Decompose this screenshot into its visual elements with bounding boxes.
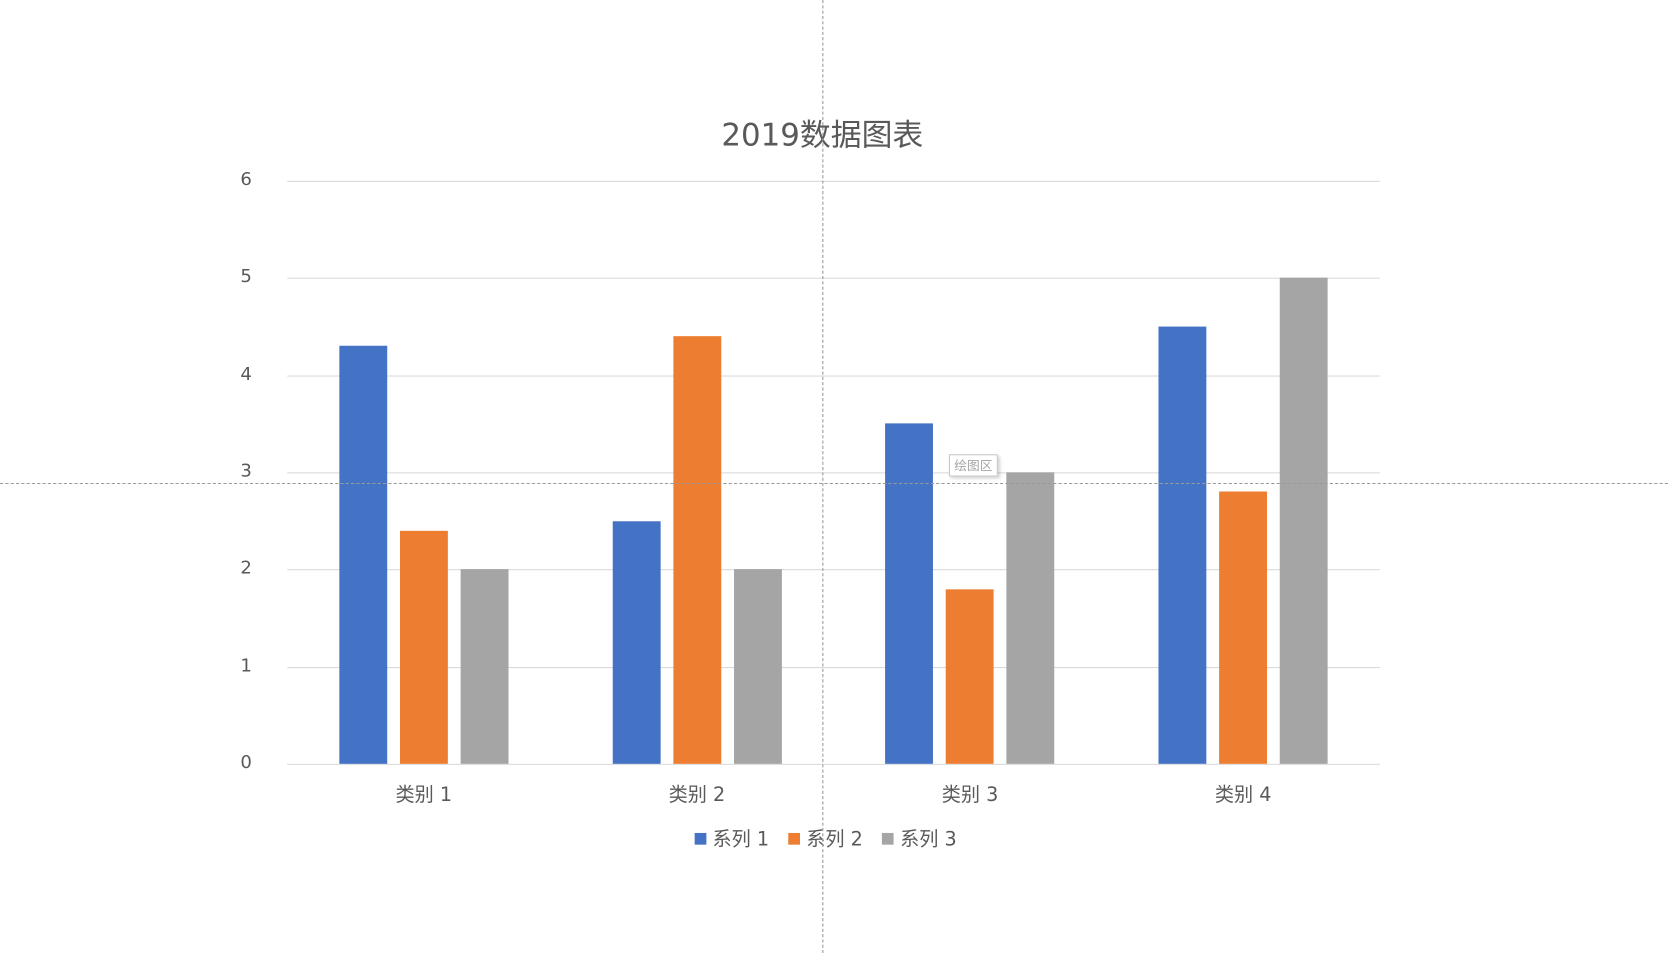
y-axis-tick-label: 1	[240, 654, 252, 677]
x-axis-category-label: 类别 3	[941, 784, 999, 807]
bar-series-1-category-4[interactable]	[1158, 326, 1207, 764]
y-axis-tick-label: 4	[240, 363, 252, 385]
bar-series-3-category-1[interactable]	[460, 569, 509, 764]
y-axis-tick-label: 5	[240, 266, 252, 288]
y-axis-tick-label: 2	[240, 557, 252, 580]
gridline	[287, 763, 1380, 765]
bar-series-2-category-1[interactable]	[399, 530, 448, 764]
legend-label: 系列 2	[806, 828, 863, 852]
gridline	[287, 180, 1380, 182]
bar-series-1-category-1[interactable]	[339, 346, 388, 764]
legend-swatch-icon	[881, 832, 894, 845]
bar-series-1-category-2[interactable]	[612, 520, 661, 764]
bar-series-3-category-4[interactable]	[1279, 278, 1328, 764]
y-axis-tick-label: 3	[240, 460, 252, 482]
vertical-alignment-guide	[822, 0, 824, 953]
gridline	[287, 666, 1380, 668]
gridline	[287, 569, 1380, 571]
legend-label: 系列 3	[900, 828, 957, 852]
bar-series-2-category-3[interactable]	[946, 588, 994, 764]
legend-swatch-icon	[694, 832, 707, 845]
y-axis-tick-label: 6	[240, 169, 252, 191]
legend[interactable]: 系列 1 系列 2 系列 3	[0, 824, 1651, 852]
legend-label: 系列 1	[712, 828, 770, 852]
bar-series-3-category-2[interactable]	[733, 569, 782, 764]
gridline	[287, 375, 1380, 377]
y-axis-tick-label: 0	[240, 752, 252, 774]
bar-series-1-category-3[interactable]	[885, 423, 934, 764]
horizontal-alignment-guide	[0, 482, 1668, 485]
x-axis-category-label: 类别 4	[1214, 784, 1272, 807]
x-axis-category-label: 类别 2	[668, 784, 726, 807]
plot-area-tooltip: 绘图区	[948, 454, 998, 477]
gridline	[287, 472, 1380, 474]
legend-item-series-2[interactable]: 系列 2	[788, 824, 863, 852]
legend-item-series-1[interactable]: 系列 1	[694, 824, 769, 852]
x-axis-category-label: 类别 1	[395, 784, 453, 807]
bar-series-3-category-3[interactable]	[1006, 472, 1055, 764]
legend-item-series-3[interactable]: 系列 3	[881, 824, 957, 852]
bar-series-2-category-4[interactable]	[1219, 491, 1268, 764]
bar-series-2-category-2[interactable]	[672, 336, 721, 764]
legend-swatch-icon	[788, 832, 800, 845]
gridline	[287, 278, 1380, 280]
